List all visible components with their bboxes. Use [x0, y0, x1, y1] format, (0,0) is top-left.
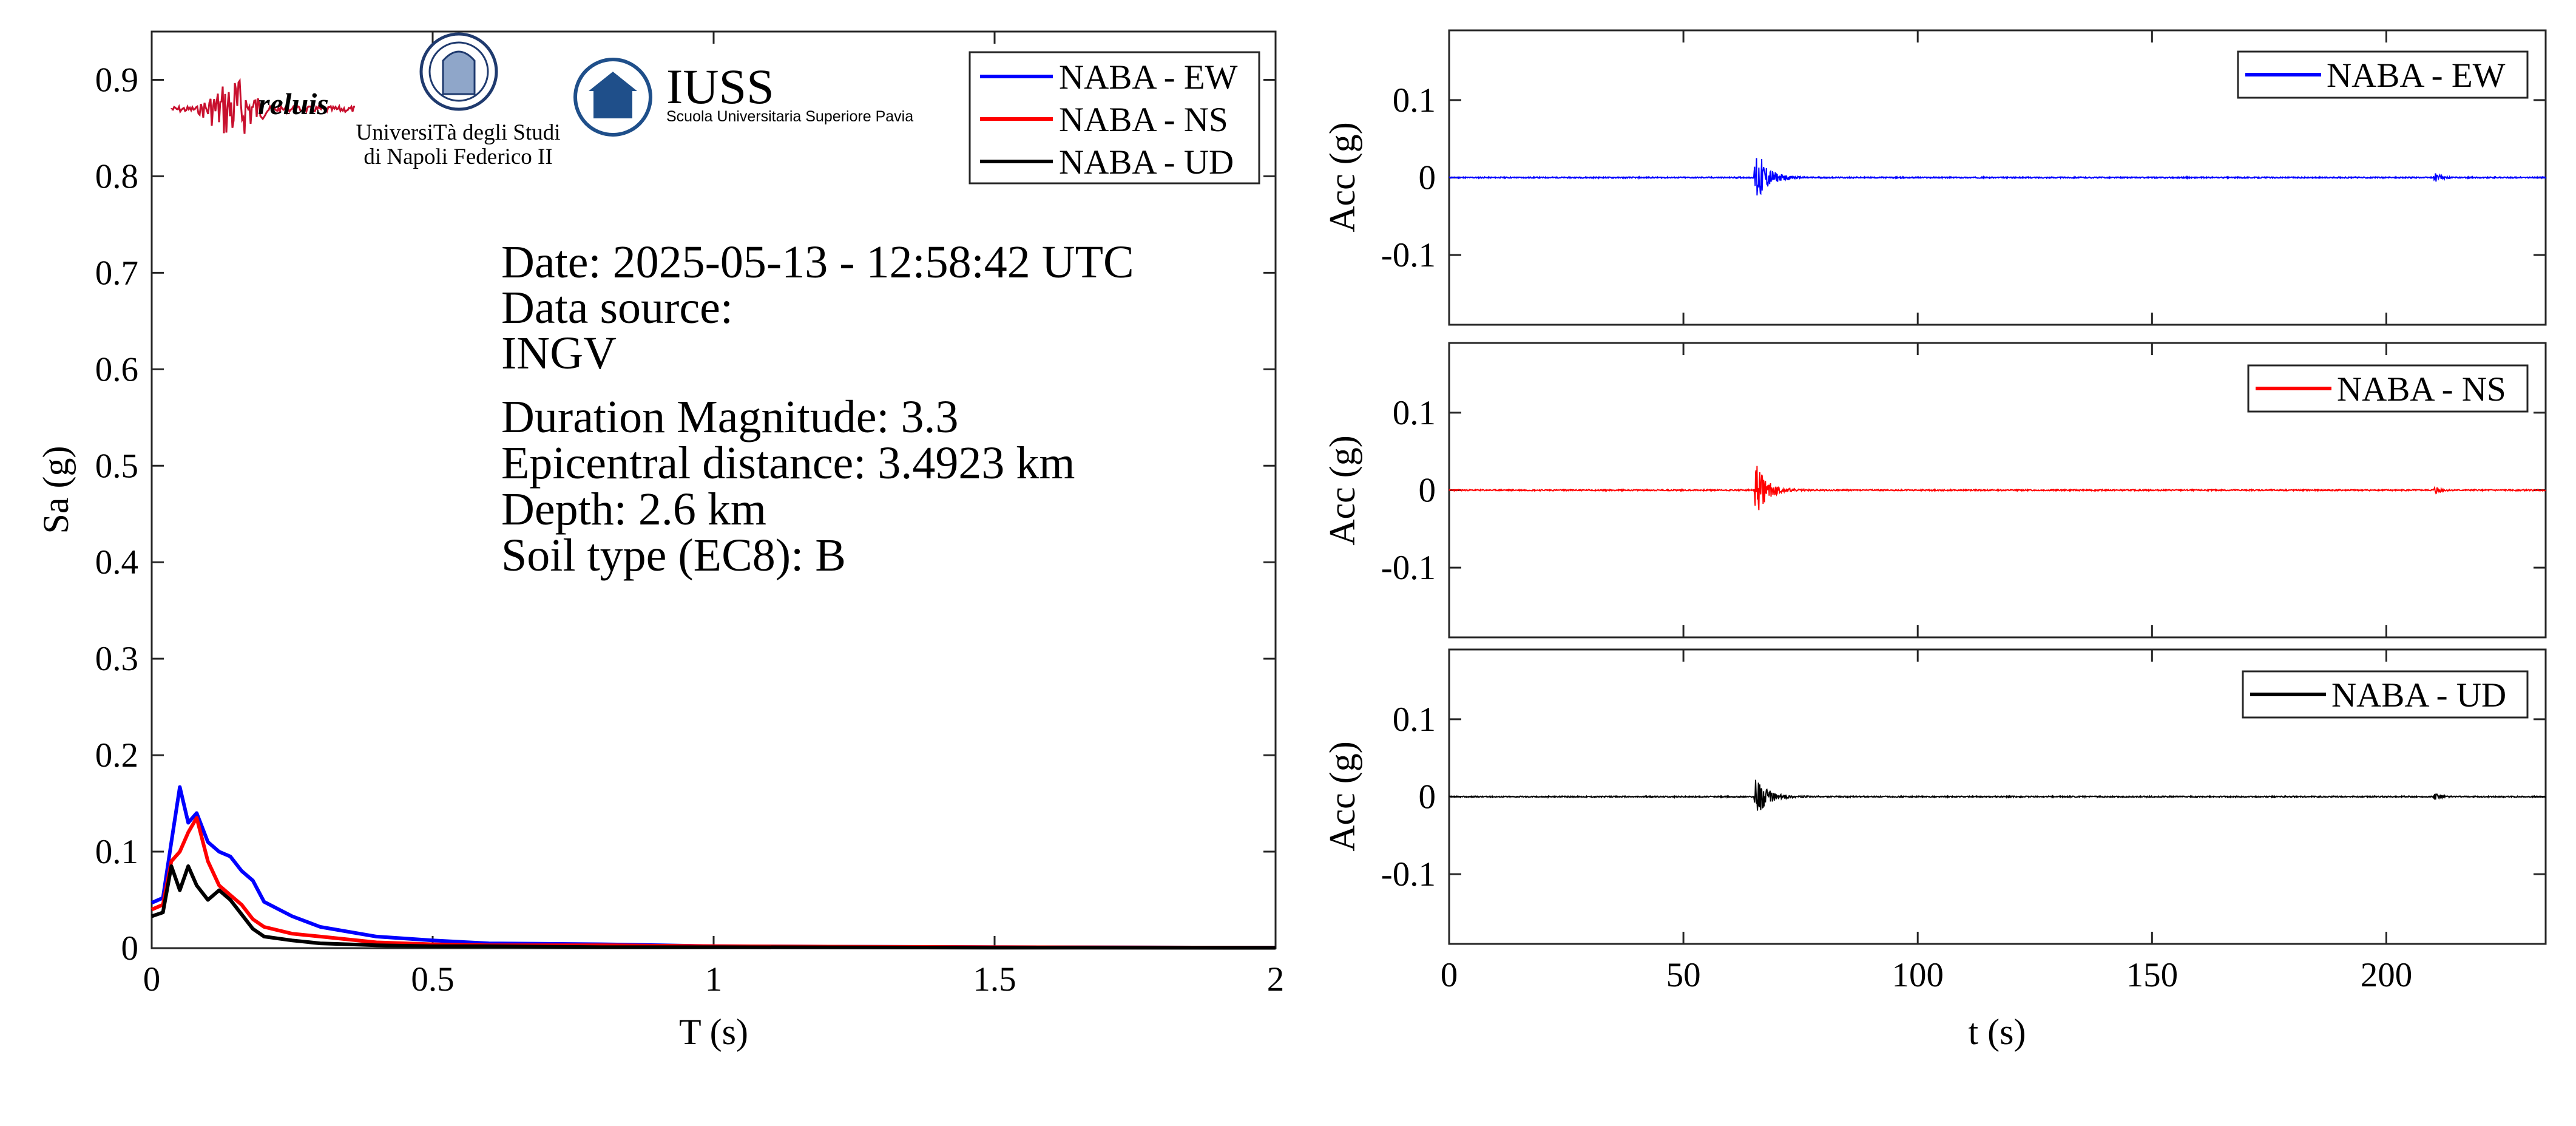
acc-xtick-label: 150	[2126, 956, 2179, 994]
acc-ytick-label: -0.1	[1381, 549, 1436, 587]
iuss-emblem-roof	[589, 72, 637, 91]
spectrum-xtick-label: 0	[143, 960, 161, 999]
legend-label-ns: NABA - NS	[1059, 101, 1228, 139]
acc-ytick-label: -0.1	[1381, 855, 1436, 894]
event-info: Date: 2025-05-13 - 12:58:42 UTC Data sou…	[501, 237, 1134, 581]
spectrum-ytick-label: 0	[121, 929, 139, 968]
acc-ytick-label: -0.1	[1381, 236, 1436, 274]
info-source-label: Data source:	[501, 282, 733, 333]
legend-label-ud: NABA - UD	[1059, 143, 1234, 181]
acc-ew-ticks: -0.1 0 0.1	[1381, 30, 2546, 325]
spectrum-ytick-label: 0.5	[95, 447, 138, 485]
acc-ud-trace	[1449, 779, 2546, 811]
legend-label-ew: NABA - EW	[1059, 58, 1238, 97]
reluis-logo: reluis	[171, 78, 356, 134]
acc-ns-trace	[1449, 466, 2546, 510]
acc-ew-plot: -0.1 0 0.1 Acc (g) NABA - EW	[1322, 29, 2547, 326]
spectrum-ytick-label: 0.6	[95, 350, 138, 388]
acc-ytick-label: 0.1	[1393, 81, 1436, 120]
spectrum-ytick-label: 0.1	[95, 833, 138, 871]
spectrum-ytick-label: 0.8	[95, 157, 138, 195]
spectrum-xtick-label: 2	[1267, 960, 1285, 999]
iuss-subtitle: Scuola Universitaria Superiore Pavia	[666, 108, 913, 125]
spectrum-ytick-label: 0.7	[95, 254, 138, 292]
unina-line1: UniversiTà degli Studi	[356, 120, 560, 145]
iuss-logo: IUSS Scuola Universitaria Superiore Pavi…	[573, 58, 913, 137]
spectrum-ytick-label: 0.2	[95, 736, 138, 775]
info-date: Date: 2025-05-13 - 12:58:42 UTC	[501, 237, 1134, 288]
acc-ew-legend-label: NABA - EW	[2327, 56, 2506, 95]
spectrum-ytick-label: 0.3	[95, 640, 138, 678]
reluis-text: reluis	[258, 87, 329, 121]
spectrum-xlabel: T (s)	[679, 1012, 748, 1052]
spectrum-lines	[150, 785, 1276, 950]
spectrum-xtick-label: 1.5	[973, 960, 1016, 999]
spectrum-plot: 0 0.1 0.2 0.3 0.4 0.5 0.6 0.7 0.8 0.9 0 0.5 1 1.5 2 T …	[36, 30, 1285, 1052]
acc-ud-ticks: -0.1 0 0.1 0 50 100 150 200	[1381, 649, 2546, 994]
acc-xlabel: t (s)	[1969, 1012, 2026, 1052]
acc-ns-ticks: -0.1 0 0.1	[1381, 343, 2546, 637]
spectrum-xtick-label: 1	[705, 960, 723, 999]
unina-logo: UniversiTà degli Studi di Napoli Federic…	[356, 32, 561, 169]
acc-xtick-label: 200	[2361, 956, 2413, 994]
acc-ud-legend-label: NABA - UD	[2331, 676, 2506, 714]
acc-ytick-label: 0	[1419, 159, 1436, 197]
reluis-seismogram	[171, 78, 356, 134]
iuss-emblem-building	[593, 91, 632, 118]
spectrum-series-ud	[151, 864, 1276, 950]
unina-seal-inner	[428, 41, 489, 102]
spectrum-ytick-label: 0.9	[95, 61, 138, 99]
acc-ud-plot: -0.1 0 0.1 0 50 100 150 200 Acc (g) t (s) NABA …	[1322, 648, 2547, 1052]
acc-ew-trace	[1449, 158, 2546, 195]
acc-ytick-label: 0	[1419, 778, 1436, 816]
info-source: INGV	[501, 328, 617, 379]
acc-ew-ylabel: Acc (g)	[1322, 122, 1362, 232]
unina-line2: di Napoli Federico II	[363, 144, 552, 169]
spectrum-ylabel: Sa (g)	[36, 446, 76, 534]
spectrum-ticks: 0 0.1 0.2 0.3 0.4 0.5 0.6 0.7 0.8 0.9 0 0.5 1 1.5 2	[95, 32, 1285, 999]
acc-ytick-label: 0	[1419, 472, 1436, 510]
acc-ud-ylabel: Acc (g)	[1322, 741, 1362, 852]
spectrum-xtick-label: 0.5	[411, 960, 454, 999]
unina-seal-figure	[442, 50, 476, 95]
acc-xtick-label: 100	[1891, 956, 1944, 994]
iuss-title: IUSS	[666, 59, 774, 114]
acc-ns-plot: -0.1 0 0.1 Acc (g) NABA - NS	[1322, 342, 2547, 639]
acc-xtick-label: 50	[1666, 956, 1701, 994]
info-soil: Soil type (EC8): B	[501, 530, 846, 581]
acc-ytick-label: 0.1	[1393, 394, 1436, 432]
spectrum-legend: NABA - EW NABA - NS NABA - UD	[969, 51, 1260, 185]
spectrum-ytick-label: 0.4	[95, 543, 138, 582]
acc-ns-legend-label: NABA - NS	[2337, 370, 2506, 409]
spectrum-axes-box	[150, 30, 1277, 949]
info-depth: Depth: 2.6 km	[501, 484, 766, 535]
acc-xtick-label: 0	[1441, 956, 1458, 994]
acc-ns-ylabel: Acc (g)	[1322, 435, 1362, 546]
acc-ytick-label: 0.1	[1393, 700, 1436, 739]
info-distance: Epicentral distance: 3.4923 km	[501, 438, 1075, 489]
info-magnitude: Duration Magnitude: 3.3	[501, 392, 959, 443]
